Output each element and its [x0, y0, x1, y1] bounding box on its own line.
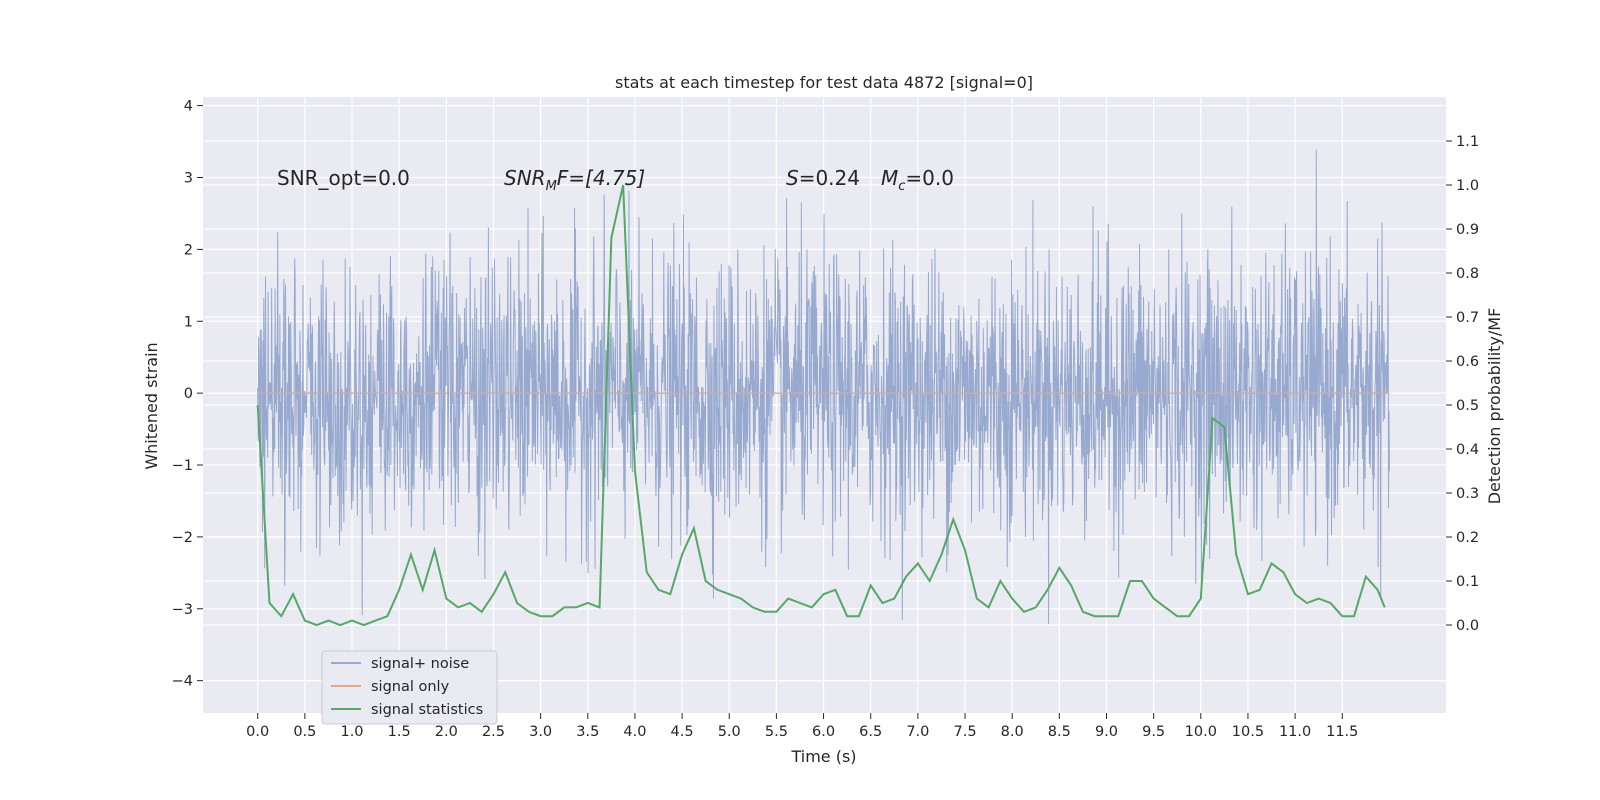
s-annotation: S=0.24: [786, 166, 860, 190]
snr-mf-rest: F=[4.75]: [557, 166, 645, 190]
left-tick-label: −1: [172, 458, 193, 474]
signal-statistics-series-line: [256, 184, 1386, 627]
x-tick-label: 5.0: [718, 724, 741, 740]
right-tick-label: 0.1: [1456, 574, 1479, 590]
left-tick-label: 4: [184, 99, 193, 115]
legend-label-signal-noise: signal+ noise: [371, 656, 469, 672]
legend-box: [321, 650, 498, 725]
snr-mf-annotation: SNRMF=[4.75]: [504, 166, 645, 194]
x-tick-label: 11.5: [1326, 724, 1358, 740]
left-axis-ticks: −4 −3 −2 −1 0 1 2 3 4: [172, 99, 203, 690]
right-tick-label: 0.7: [1456, 310, 1479, 326]
x-tick-label: 2.0: [435, 724, 458, 740]
x-tick-label: 1.0: [340, 724, 363, 740]
s-label: S: [786, 166, 799, 190]
x-tick-label: 7.5: [953, 724, 976, 740]
x-tick-label: 6.5: [859, 724, 882, 740]
right-tick-label: 0.4: [1456, 442, 1479, 458]
annotations: SNR_opt=0.0 SNRMF=[4.75] S=0.24 Mc=0.0: [277, 166, 954, 194]
x-tick-label: 2.5: [482, 724, 505, 740]
x-tick-label: 11.0: [1279, 724, 1311, 740]
left-y-axis-label: Whitened strain: [142, 342, 161, 469]
right-tick-label: 0.0: [1456, 618, 1479, 634]
x-tick-label: 4.5: [671, 724, 694, 740]
right-tick-label: 0.5: [1456, 398, 1479, 414]
right-tick-label: 0.3: [1456, 486, 1479, 502]
left-tick-label: −2: [172, 530, 193, 546]
mc-base: M: [881, 166, 898, 190]
left-tick-label: 3: [184, 171, 193, 187]
x-tick-label: 9.0: [1095, 724, 1118, 740]
right-tick-label: 1.1: [1456, 134, 1479, 150]
s-value: =0.24: [799, 166, 860, 190]
x-tick-label: 8.0: [1001, 724, 1024, 740]
x-tick-label: 10.5: [1232, 724, 1264, 740]
x-tick-label: 0.5: [293, 724, 316, 740]
mc-value: =0.0: [905, 166, 954, 190]
legend-label-signal-statistics: signal statistics: [371, 702, 483, 718]
x-tick-label: 0.0: [246, 724, 269, 740]
x-tick-label: 1.5: [388, 724, 411, 740]
x-axis-ticks: 0.0 0.5 1.0 1.5 2.0 2.5 3.0 3.5 4.0 4.5 5.0 5.5 6.0 6…: [246, 713, 1358, 740]
right-axis-ticks: 0.0 0.1 0.2 0.3 0.4 0.5 0.6 0.7 0.8 0.9 1.0 1.1: [1446, 134, 1479, 634]
x-tick-label: 7.0: [906, 724, 929, 740]
snr-mf-subscript: M: [546, 179, 557, 194]
right-y-axis-label: Detection probability/MF: [1485, 308, 1504, 505]
mc-subscript: c: [898, 179, 905, 194]
x-tick-label: 8.5: [1048, 724, 1071, 740]
mc-annotation: Mc=0.0: [881, 166, 954, 194]
x-tick-label: 5.5: [765, 724, 788, 740]
legend-label-signal-only: signal only: [371, 679, 450, 695]
legend: signal+ noise signal only signal statist…: [321, 650, 498, 725]
snr-opt-annotation: SNR_opt=0.0: [277, 166, 410, 190]
left-tick-label: 2: [184, 242, 193, 258]
right-tick-label: 0.2: [1456, 530, 1479, 546]
x-axis-label: Time (s): [790, 747, 856, 766]
right-tick-label: 0.6: [1456, 354, 1479, 370]
right-tick-label: 0.8: [1456, 266, 1479, 282]
x-tick-label: 6.0: [812, 724, 835, 740]
x-tick-label: 10.0: [1185, 724, 1217, 740]
right-tick-label: 0.9: [1456, 222, 1479, 238]
chart-title: stats at each timestep for test data 487…: [615, 73, 1033, 92]
x-tick-label: 4.0: [623, 724, 646, 740]
left-tick-label: −4: [172, 674, 193, 690]
x-tick-label: 9.5: [1142, 724, 1165, 740]
signal-noise-series-line: [257, 149, 1390, 625]
snr-mf-base: SNR: [504, 166, 546, 190]
x-tick-label: 3.0: [529, 724, 552, 740]
left-tick-label: −3: [172, 602, 193, 618]
left-tick-label: 1: [184, 314, 193, 330]
right-tick-label: 1.0: [1456, 178, 1479, 194]
left-tick-label: 0: [184, 386, 193, 402]
x-tick-label: 3.5: [576, 724, 599, 740]
